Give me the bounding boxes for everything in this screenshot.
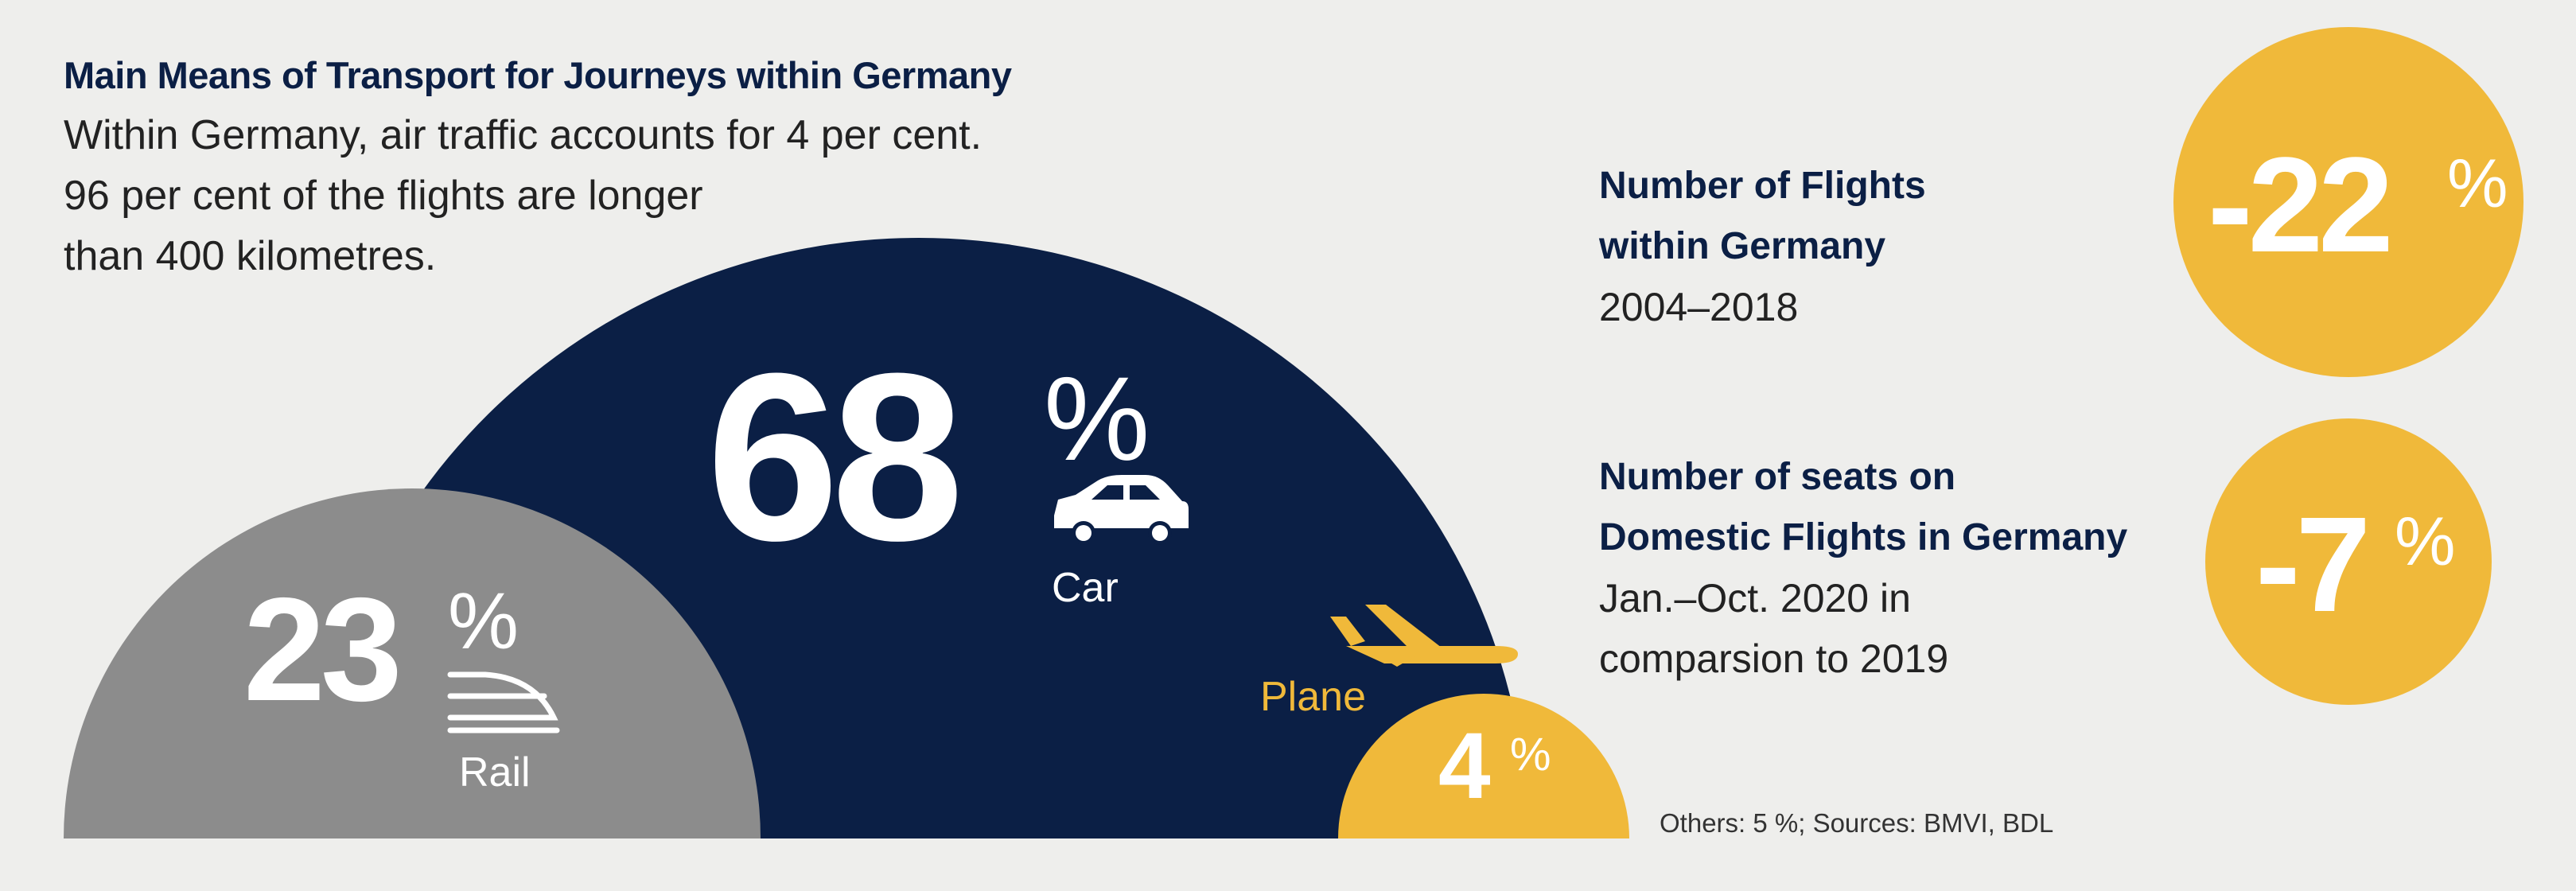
seats-stat-unit: % (2395, 504, 2455, 580)
subtitle-line-3: than 400 kilometres. (64, 233, 437, 279)
seats-stat-title-line-2: Domestic Flights in Germany (1599, 516, 2128, 558)
seats-stat-circle (2205, 418, 2492, 705)
train-icon (447, 671, 560, 733)
seats-stat-text: Number of seats on Domestic Flights in G… (1599, 447, 2127, 689)
footnote: Others: 5 %; Sources: BMVI, BDL (1660, 808, 2054, 838)
car-label: Car (1052, 565, 1119, 611)
title-block: Main Means of Transport for Journeys wit… (64, 46, 1257, 286)
seats-stat-period-line-1: Jan.–Oct. 2020 in (1599, 576, 1911, 621)
car-value: 68 (706, 323, 958, 590)
flights-stat-period: 2004–2018 (1599, 285, 1799, 329)
seats-stat-value: -7 (2255, 489, 2366, 640)
rail-unit: % (448, 577, 519, 666)
flights-stat-title-line-2: within Germany (1599, 225, 1886, 267)
rail-value: 23 (243, 568, 398, 732)
car-unit: % (1044, 352, 1150, 485)
flights-stat-value: -22 (2208, 130, 2389, 281)
rail-label: Rail (459, 749, 531, 796)
flights-stat-text: Number of Flights within Germany 2004–20… (1599, 156, 1926, 337)
chart-title: Main Means of Transport for Journeys wit… (64, 54, 1012, 96)
plane-share-area (1338, 694, 1629, 838)
plane-label: Plane (1260, 674, 1366, 720)
rail-share-area (64, 488, 761, 838)
car-icon (1054, 475, 1189, 545)
plane-unit: % (1510, 729, 1551, 780)
flights-stat-unit: % (2447, 146, 2508, 222)
subtitle-line-2: 96 per cent of the flights are longer (64, 173, 703, 219)
subtitle-line-1: Within Germany, air traffic accounts for… (64, 112, 983, 158)
flights-stat-title-line-1: Number of Flights (1599, 165, 1926, 207)
plane-value: 4 (1438, 714, 1491, 819)
plane-icon (1330, 605, 1518, 667)
seats-stat-title-line-1: Number of seats on (1599, 456, 1956, 498)
seats-stat-period-line-2: comparsion to 2019 (1599, 636, 1949, 681)
flights-stat-circle (2173, 27, 2523, 377)
